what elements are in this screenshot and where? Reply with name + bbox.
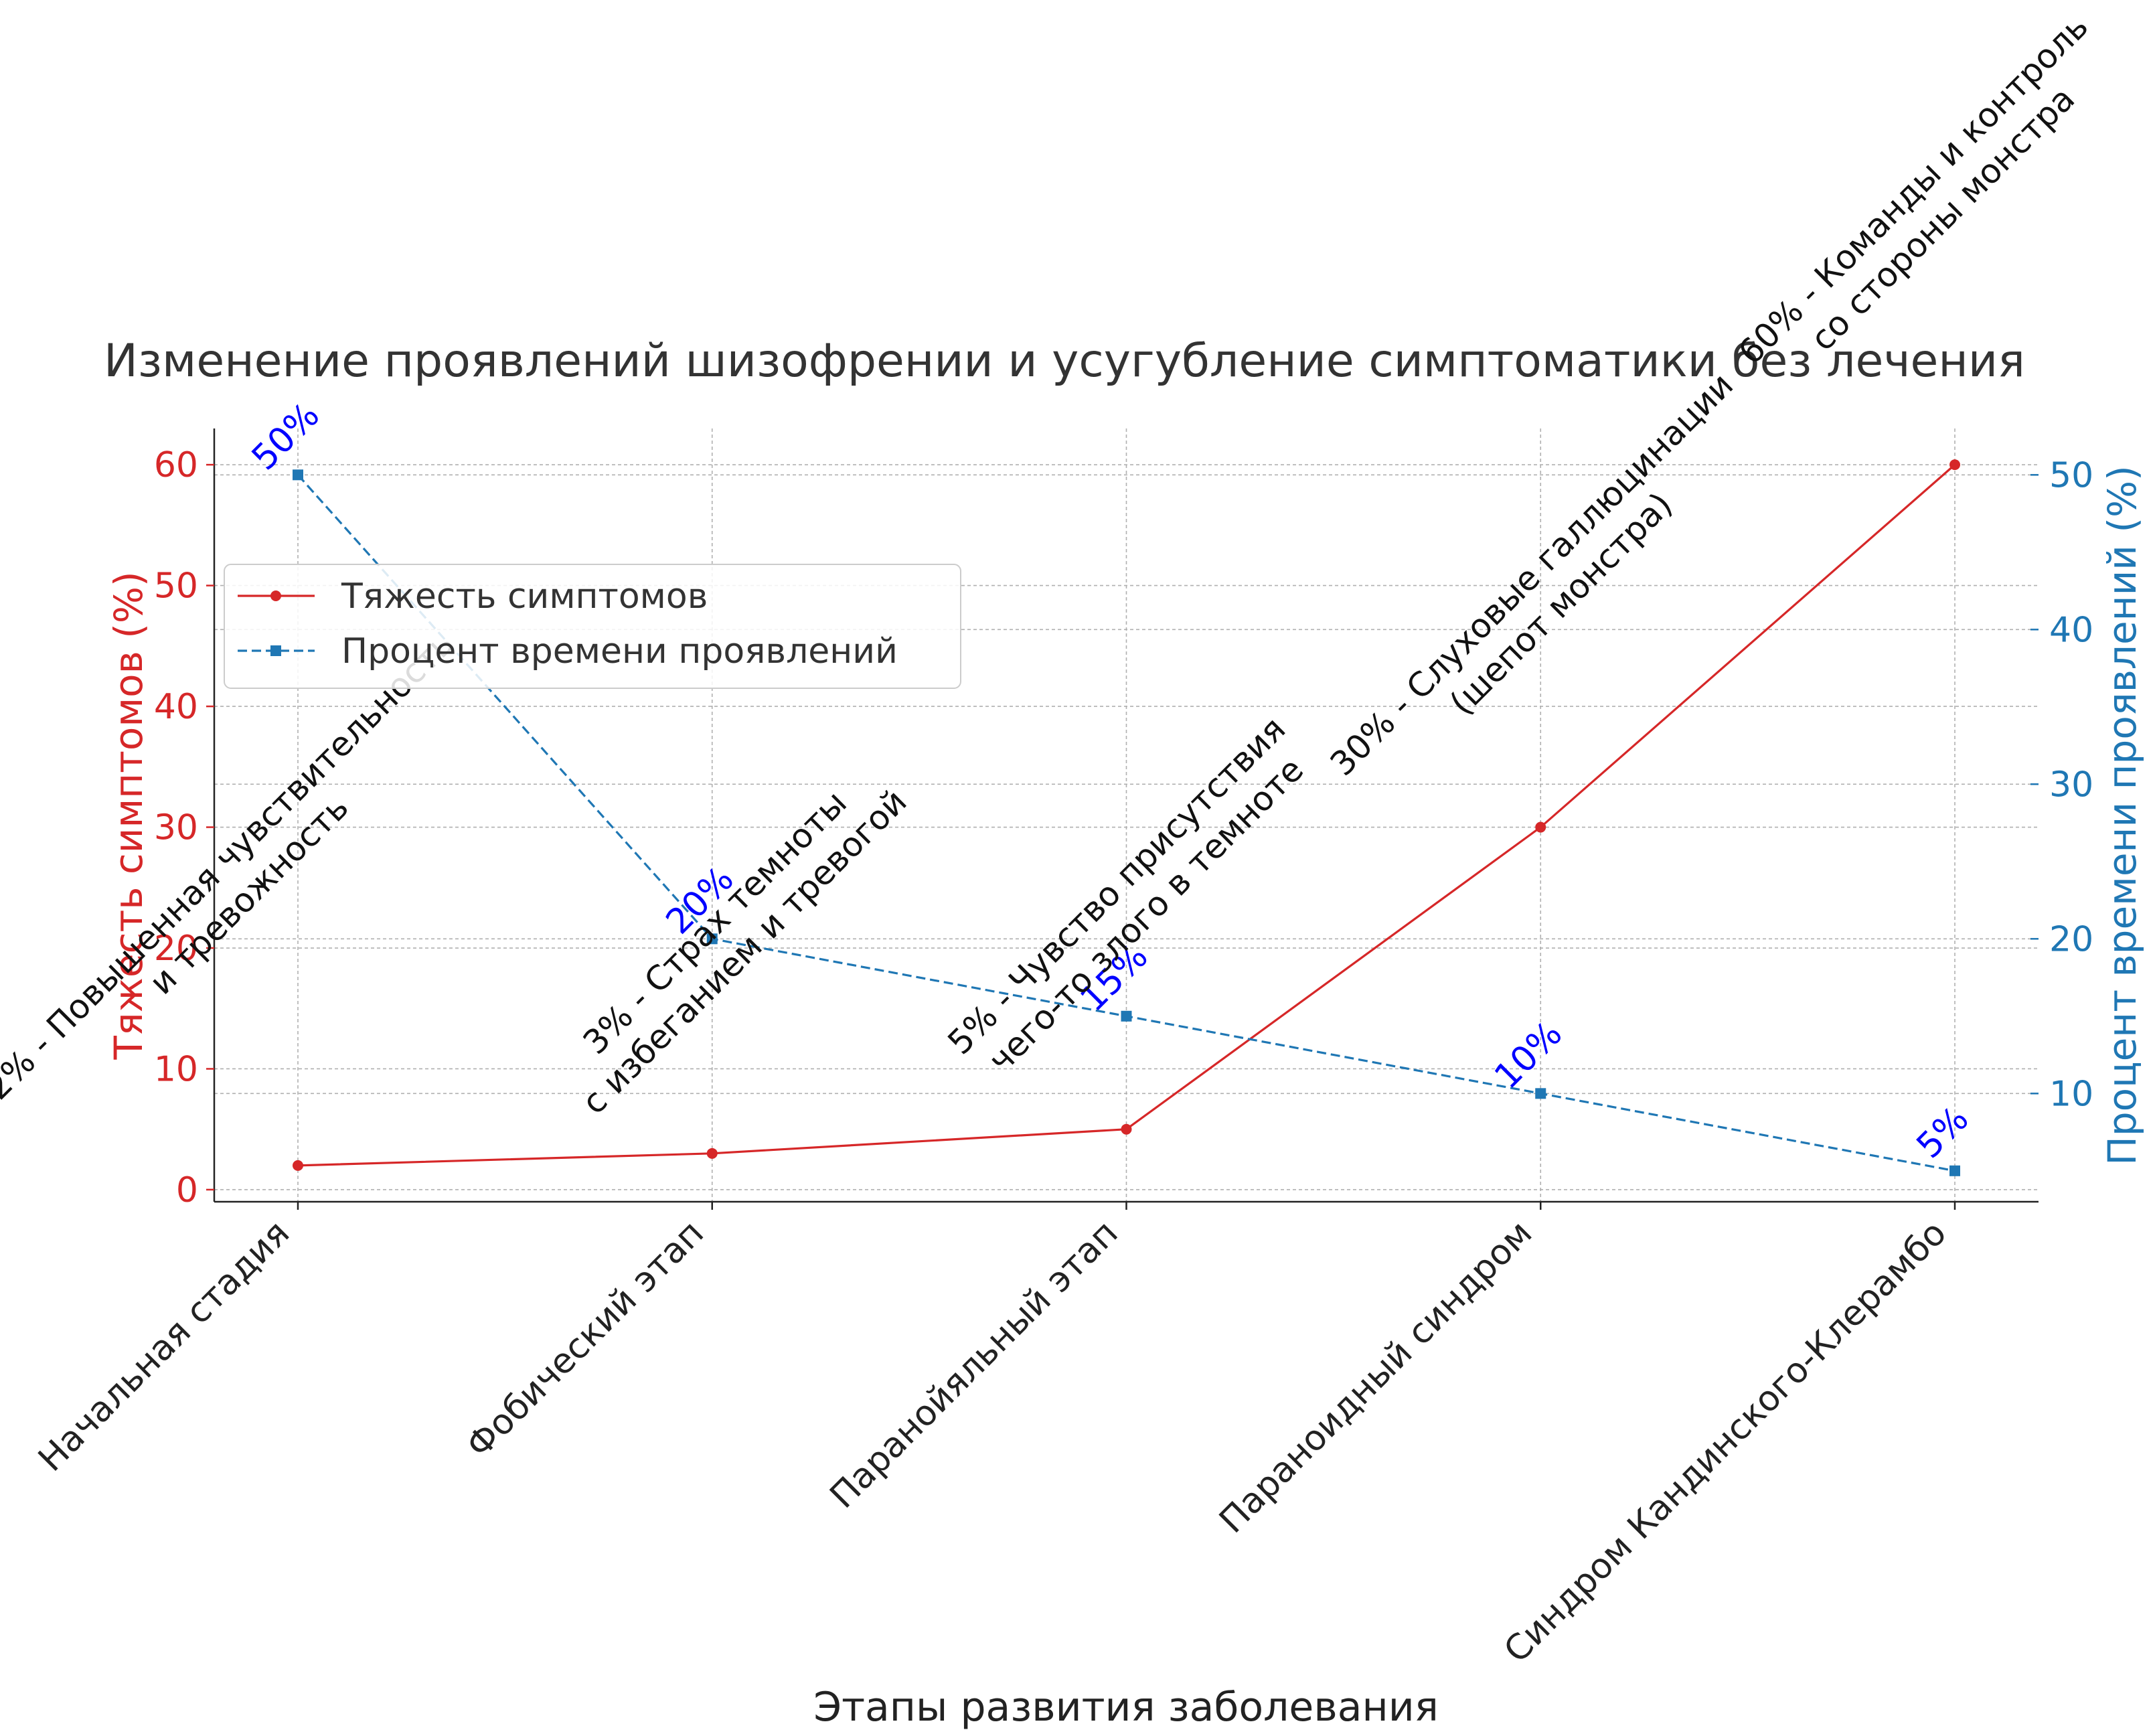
series-0-point xyxy=(1949,459,1960,471)
legend-box xyxy=(224,564,961,689)
left-tick-label: 30 xyxy=(154,808,198,848)
left-tick-label: 40 xyxy=(154,687,198,727)
series-0-point xyxy=(1535,821,1546,833)
legend: Тяжесть симптомов Процент времени проявле… xyxy=(224,564,961,689)
legend-marker xyxy=(270,645,281,656)
chart-title: Изменение проявлений шизофрении и усугуб… xyxy=(104,335,2025,388)
legend-marker xyxy=(270,590,281,601)
left-tick-label: 60 xyxy=(154,445,198,485)
right-tick-label: 30 xyxy=(2049,765,2093,805)
series-1-point xyxy=(293,469,303,481)
series-0-point xyxy=(1121,1123,1132,1135)
right-tick-label: 40 xyxy=(2049,610,2093,650)
left-tick-label: 0 xyxy=(176,1170,198,1210)
right-tick-label: 50 xyxy=(2049,455,2093,495)
left-tick-label: 10 xyxy=(154,1049,198,1089)
series-1-point xyxy=(1121,1010,1132,1022)
legend-label: Тяжесть симптомов xyxy=(341,576,708,617)
right-axis-title: Процент времени проявлений (%) xyxy=(2099,465,2145,1166)
series-1-point xyxy=(706,933,718,945)
series-1-point xyxy=(1949,1165,1960,1176)
legend-label: Процент времени проявлений xyxy=(341,631,898,672)
series-0-point xyxy=(293,1160,303,1171)
series-0-point xyxy=(706,1148,718,1159)
right-tick-label: 20 xyxy=(2049,919,2093,959)
x-axis-title: Этапы развития заболевания xyxy=(813,1684,1439,1731)
left-tick-label: 20 xyxy=(154,929,198,969)
left-tick-label: 50 xyxy=(154,566,198,607)
right-tick-label: 10 xyxy=(2049,1074,2093,1114)
left-axis-title: Тяжесть симптомов (%) xyxy=(106,571,151,1060)
series-1-point xyxy=(1535,1088,1546,1099)
series xyxy=(293,459,1960,1176)
